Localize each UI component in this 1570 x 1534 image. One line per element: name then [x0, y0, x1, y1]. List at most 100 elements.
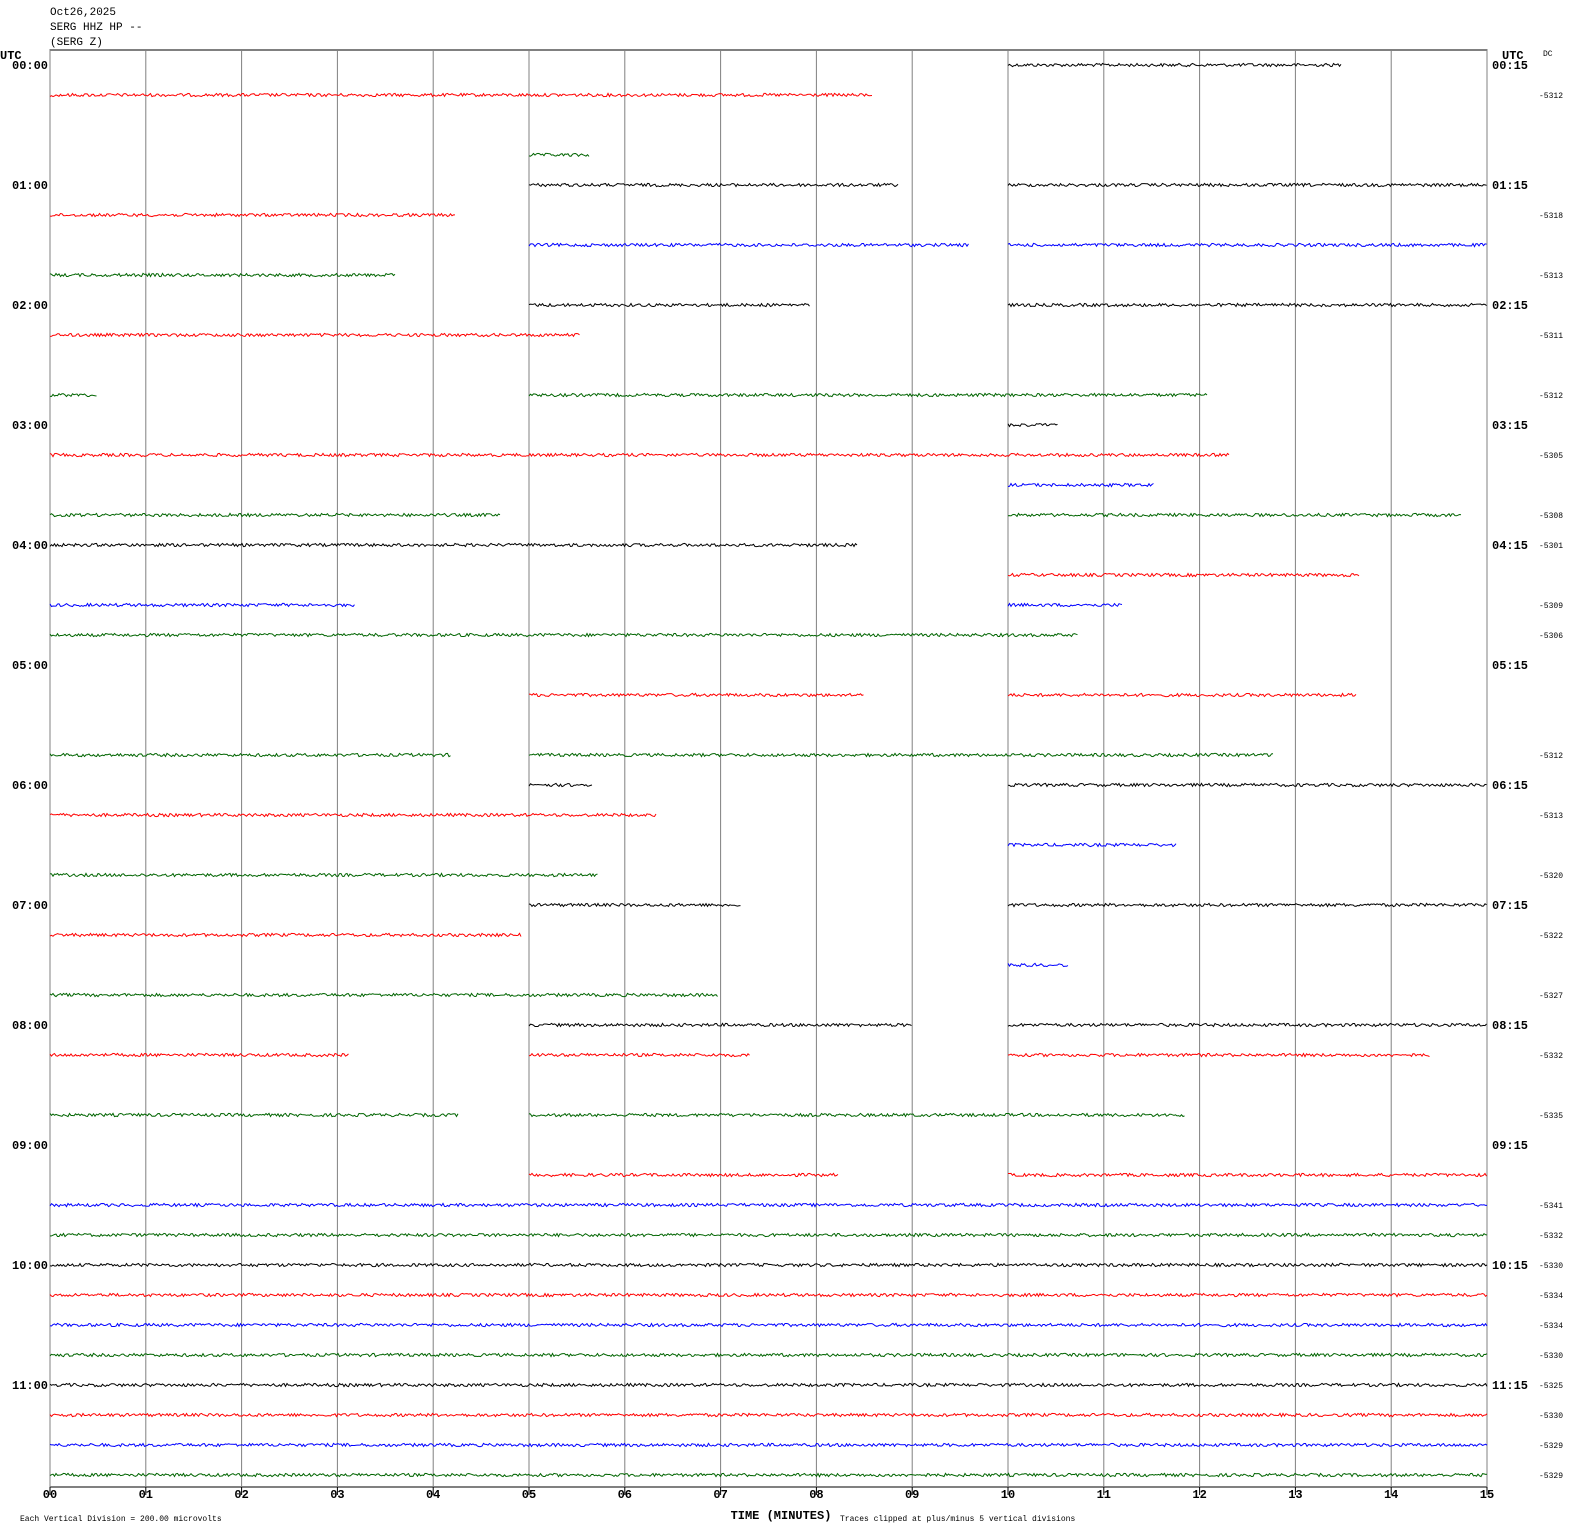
dc-offset: -5311: [1539, 332, 1563, 341]
dc-offset: -5334: [1539, 1292, 1563, 1301]
dc-offset: -5309: [1539, 602, 1563, 611]
right-axis-title: UTC: [1502, 49, 1524, 63]
dc-offset: -5330: [1539, 1352, 1563, 1361]
x-tick-label: 07: [713, 1488, 727, 1502]
row-time-label: 10:15: [1492, 1259, 1528, 1273]
trace-segment: [1007, 782, 1487, 788]
x-tick-label: 03: [330, 1488, 344, 1502]
dc-offset: -5305: [1539, 452, 1563, 461]
row-time-label: 01:00: [12, 179, 48, 193]
x-axis-title: TIME (MINUTES): [731, 1509, 832, 1523]
dc-offset: -5306: [1539, 632, 1563, 641]
header-line: (SERG Z): [50, 37, 103, 49]
dc-offset: -5312: [1539, 392, 1563, 401]
x-tick-label: 11: [1097, 1488, 1111, 1502]
trace-segment: [49, 1232, 1488, 1238]
trace-segment: [528, 152, 590, 158]
dc-offset: -5320: [1539, 872, 1563, 881]
dc-offset: -5313: [1539, 272, 1563, 281]
trace-segment: [528, 902, 741, 908]
trace-segment: [49, 542, 858, 548]
dc-offset: -5341: [1539, 1202, 1563, 1211]
trace-segment: [49, 1112, 459, 1118]
row-time-label: 03:15: [1492, 419, 1528, 433]
trace-segment: [1007, 482, 1154, 488]
dc-offset: -5332: [1539, 1232, 1563, 1241]
trace-segment: [1007, 602, 1123, 608]
trace-segment: [49, 872, 598, 878]
footer-left: Each Vertical Division = 200.00 microvol…: [20, 1515, 222, 1524]
trace-segment: [49, 1322, 1488, 1328]
dc-offset: -5308: [1539, 512, 1563, 521]
trace-segment: [49, 752, 451, 758]
trace-segment: [528, 752, 1274, 758]
x-tick-label: 10: [1001, 1488, 1015, 1502]
trace-segment: [1007, 62, 1342, 68]
dc-offset: -5325: [1539, 1382, 1563, 1391]
trace-segment: [49, 1262, 1488, 1268]
row-time-label: 05:15: [1492, 659, 1528, 673]
x-tick-label: 13: [1288, 1488, 1302, 1502]
row-time-label: 11:00: [12, 1379, 48, 1393]
trace-segment: [49, 512, 501, 518]
row-time-label: 09:15: [1492, 1139, 1528, 1153]
trace-segment: [1007, 242, 1487, 248]
row-time-label: 08:15: [1492, 1019, 1528, 1033]
x-tick-label: 02: [234, 1488, 248, 1502]
trace-segment: [528, 242, 969, 248]
dc-offset: -5335: [1539, 1112, 1563, 1121]
x-tick-label: 09: [905, 1488, 919, 1502]
dc-title: DC: [1543, 50, 1553, 59]
row-time-label: 06:15: [1492, 779, 1528, 793]
row-time-label: 09:00: [12, 1139, 48, 1153]
trace-segment: [1007, 1052, 1430, 1058]
dc-offset: -5327: [1539, 992, 1563, 1001]
row-time-label: 07:15: [1492, 899, 1528, 913]
trace-segment: [1008, 1172, 1487, 1178]
dc-offset: -5334: [1539, 1322, 1563, 1331]
dc-offset: -5313: [1539, 812, 1563, 821]
x-tick-label: 05: [522, 1488, 536, 1502]
trace-segment: [49, 212, 455, 218]
footer-right: Traces clipped at plus/minus 5 vertical …: [840, 1515, 1075, 1524]
trace-segment: [49, 1052, 349, 1058]
trace-segment: [49, 1202, 1487, 1208]
row-time-label: 02:15: [1492, 299, 1528, 313]
trace-segment: [1007, 1022, 1487, 1028]
trace-segment: [49, 272, 396, 278]
trace-segment: [49, 992, 718, 998]
x-tick-label: 04: [426, 1488, 440, 1502]
x-tick-label: 00: [43, 1488, 57, 1502]
trace-segment: [1007, 572, 1360, 578]
trace-segment: [49, 1442, 1488, 1448]
dc-offset: -5301: [1539, 542, 1563, 551]
trace-segment: [49, 632, 1078, 638]
dc-offset: -5332: [1539, 1052, 1563, 1061]
trace-segment: [49, 452, 1230, 458]
trace-segment: [528, 1052, 750, 1058]
trace-segment: [528, 1112, 1185, 1118]
trace-segment: [49, 1382, 1488, 1388]
x-tick-label: 01: [139, 1488, 153, 1502]
trace-segment: [528, 1172, 839, 1178]
row-time-label: 08:00: [12, 1019, 48, 1033]
header-line: SERG HHZ HP --: [50, 22, 142, 34]
row-time-label: 04:00: [12, 539, 48, 553]
trace-segment: [1007, 512, 1462, 518]
trace-segment: [528, 692, 864, 698]
trace-segment: [1007, 692, 1357, 698]
row-time-label: 01:15: [1492, 179, 1528, 193]
row-time-label: 11:15: [1492, 1379, 1528, 1393]
left-axis-title: UTC: [0, 49, 22, 63]
trace-segment: [49, 92, 873, 98]
row-time-label: 07:00: [12, 899, 48, 913]
trace-segment: [49, 1412, 1488, 1418]
dc-offset: -5330: [1539, 1262, 1563, 1271]
trace-segment: [1007, 302, 1487, 308]
dc-offset: -5318: [1539, 212, 1563, 221]
trace-segment: [1007, 962, 1069, 968]
trace-segment: [49, 602, 355, 608]
trace-segment: [1007, 423, 1058, 428]
trace-segment: [49, 1472, 1488, 1478]
